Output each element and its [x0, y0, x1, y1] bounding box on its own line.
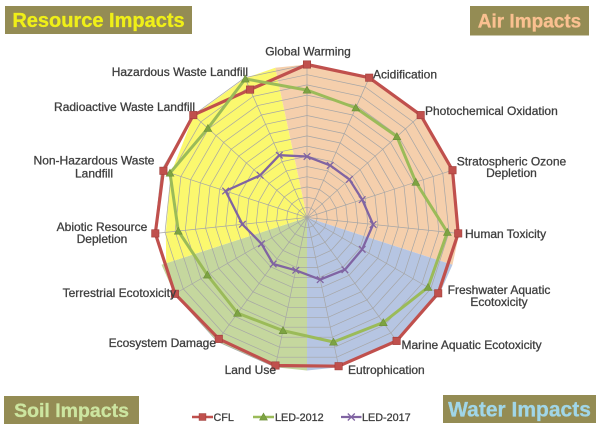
svg-text:Eutrophication: Eutrophication — [348, 363, 425, 377]
svg-text:LED-2012: LED-2012 — [275, 412, 324, 424]
svg-text:Landfill: Landfill — [75, 167, 113, 181]
svg-text:Non-Hazardous Waste: Non-Hazardous Waste — [34, 154, 155, 168]
svg-text:Ecosystem Damage: Ecosystem Damage — [109, 336, 217, 350]
svg-text:Depletion: Depletion — [486, 166, 537, 180]
svg-text:Photochemical Oxidation: Photochemical Oxidation — [425, 104, 558, 118]
svg-text:Hazardous Waste Landfill: Hazardous Waste Landfill — [112, 65, 248, 79]
svg-text:Land Use: Land Use — [225, 363, 277, 377]
svg-text:Ecotoxicity: Ecotoxicity — [470, 295, 527, 309]
svg-text:Freshwater Aquatic: Freshwater Aquatic — [448, 283, 551, 297]
svg-text:CFL: CFL — [214, 412, 234, 424]
svg-text:Depletion: Depletion — [77, 232, 128, 246]
svg-text:Resource Impacts: Resource Impacts — [12, 10, 184, 32]
svg-text:Abiotic Resource: Abiotic Resource — [57, 220, 148, 234]
svg-text:Acidification: Acidification — [373, 67, 437, 81]
svg-text:LED-2017: LED-2017 — [362, 412, 411, 424]
svg-text:Water Impacts: Water Impacts — [448, 398, 591, 421]
svg-text:Stratospheric Ozone: Stratospheric Ozone — [457, 154, 567, 168]
svg-text:Human Toxicity: Human Toxicity — [465, 227, 546, 241]
svg-text:Global Warming: Global Warming — [265, 45, 351, 59]
svg-text:Air Impacts: Air Impacts — [478, 11, 581, 32]
svg-text:Soil Impacts: Soil Impacts — [14, 400, 129, 422]
svg-text:Marine Aquatic Ecotoxicity: Marine Aquatic Ecotoxicity — [402, 338, 542, 352]
svg-text:Radioactive Waste Landfill: Radioactive Waste Landfill — [54, 100, 195, 114]
svg-text:Terrestrial Ecotoxicity: Terrestrial Ecotoxicity — [63, 286, 176, 300]
